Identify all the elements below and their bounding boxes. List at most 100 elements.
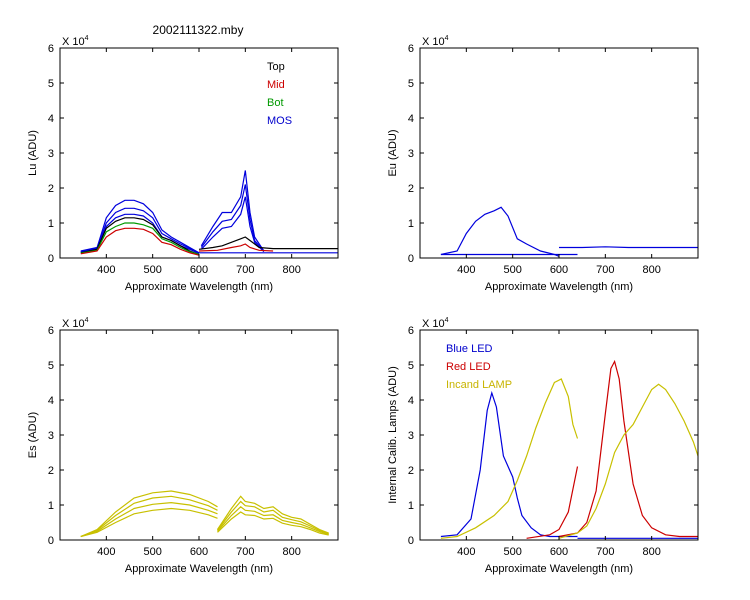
series-line-es-3: [217, 506, 329, 535]
legend-entry: Blue LED: [446, 343, 493, 355]
y-axis-label: Internal Calib. Lamps (ADU): [387, 366, 399, 504]
x-tick-label: 800: [642, 264, 660, 276]
x-axis-label: Approximate Wavelength (nm): [125, 563, 273, 575]
y-tick-label: 2: [408, 465, 414, 477]
legend-entry: Bot: [267, 97, 284, 109]
x-tick-label: 500: [503, 264, 521, 276]
y-tick-label: 3: [408, 430, 414, 442]
x-axis-label: Approximate Wavelength (nm): [485, 563, 633, 575]
series-line-red-led: [526, 466, 579, 539]
y-tick-label: 5: [408, 78, 414, 90]
series-line-red-led: [558, 359, 698, 538]
y-multiplier-base: X 10: [422, 36, 445, 48]
series-line-es-3: [80, 501, 218, 538]
x-tick-label: 600: [190, 546, 208, 558]
y-tick-label: 0: [48, 535, 54, 547]
figure-title: 2002111322.mby: [153, 23, 244, 37]
x-tick-label: 800: [282, 546, 300, 558]
x-tick-label: 400: [457, 264, 475, 276]
x-tick-label: 400: [97, 546, 115, 558]
x-tick-label: 700: [596, 264, 614, 276]
y-tick-label: 6: [48, 43, 54, 55]
x-tick-label: 400: [97, 264, 115, 276]
y-tick-label: 3: [48, 430, 54, 442]
plot-frame: [59, 47, 339, 259]
series-line-top: [80, 217, 200, 256]
series-line-es-4: [217, 511, 329, 536]
x-tick-label: 500: [143, 546, 161, 558]
y-tick-label: 1: [408, 500, 414, 512]
y-multiplier-base: X 10: [422, 318, 445, 330]
series-group: [440, 359, 698, 539]
x-tick-label: 700: [596, 546, 614, 558]
y-tick-label: 1: [48, 218, 54, 230]
x-tick-label: 500: [503, 546, 521, 558]
y-tick-label: 0: [408, 535, 414, 547]
y-tick-label: 6: [408, 325, 414, 337]
plot-frame: [419, 47, 699, 259]
series-line-mos-3: [200, 196, 265, 253]
x-tick-label: 400: [457, 546, 475, 558]
series-line-mid: [80, 227, 200, 256]
y-multiplier: X 104: [62, 35, 89, 48]
series-line-eu: [440, 206, 560, 257]
legend-entry: Mid: [267, 79, 285, 91]
y-tick-label: 0: [48, 253, 54, 265]
y-tick-label: 4: [408, 395, 414, 407]
y-multiplier-base: X 10: [62, 36, 85, 48]
series-group: [440, 206, 698, 257]
y-tick-label: 3: [408, 148, 414, 160]
chart-lu: 0 1 2 3 4 5 6 400 500 600 700 800 X 104 Approximate W…: [27, 35, 339, 293]
y-tick-label: 4: [408, 113, 414, 125]
y-multiplier: X 104: [422, 317, 449, 330]
series-line-es-1: [216, 495, 329, 534]
y-tick-label: 4: [48, 113, 54, 125]
y-tick-label: 6: [48, 325, 54, 337]
series-line-mos-2: [200, 184, 265, 252]
series-line-eu: [559, 246, 698, 249]
series-line-mos-1: [200, 170, 265, 252]
y-tick-label: 5: [48, 360, 54, 372]
y-tick-label: 3: [48, 148, 54, 160]
x-axis-label: Approximate Wavelength (nm): [125, 281, 273, 293]
series-group: [80, 490, 329, 538]
series-line-blue-led: [440, 390, 578, 538]
x-tick-label: 800: [642, 546, 660, 558]
y-tick-label: 6: [408, 43, 414, 55]
series-line-es-2: [217, 500, 329, 535]
series-line-mid: [198, 243, 274, 252]
y-multiplier: X 104: [62, 317, 89, 330]
legend-entry: MOS: [267, 115, 292, 127]
y-tick-label: 4: [48, 395, 54, 407]
y-tick-label: 2: [48, 183, 54, 195]
series-line-incand-lamp: [440, 378, 579, 539]
y-tick-label: 1: [408, 218, 414, 230]
legend-entry: Red LED: [446, 361, 491, 373]
x-tick-label: 500: [143, 264, 161, 276]
x-tick-label: 800: [282, 264, 300, 276]
y-tick-label: 2: [48, 465, 54, 477]
y-multiplier-base: X 10: [62, 318, 85, 330]
y-multiplier-exponent: 4: [445, 317, 449, 324]
y-tick-label: 5: [408, 360, 414, 372]
series-line-bot: [80, 222, 200, 256]
x-axis-label: Approximate Wavelength (nm): [485, 281, 633, 293]
x-tick-label: 600: [550, 546, 568, 558]
y-axis-label: Es (ADU): [27, 412, 39, 458]
y-multiplier: X 104: [422, 35, 449, 48]
series-line-es-2: [80, 495, 218, 538]
x-tick-label: 600: [190, 264, 208, 276]
legend-entry: Top: [267, 61, 285, 73]
series-line-top: [198, 236, 338, 250]
y-multiplier-exponent: 4: [85, 317, 89, 324]
series-line-es-4: [80, 507, 218, 538]
x-tick-label: 600: [550, 264, 568, 276]
y-tick-label: 0: [408, 253, 414, 265]
x-tick-label: 700: [236, 264, 254, 276]
y-axis-label: Eu (ADU): [387, 129, 399, 176]
plot-frame: [59, 329, 339, 541]
y-tick-label: 5: [48, 78, 54, 90]
